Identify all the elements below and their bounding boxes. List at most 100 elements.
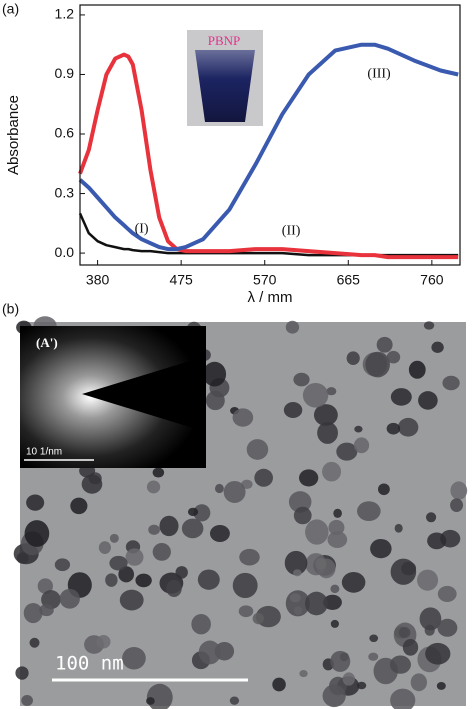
particle [39, 604, 54, 617]
particle [152, 542, 171, 561]
micrograph: (A') 10 1/nm 100 nm [13, 316, 468, 709]
annotation: (II) [282, 223, 301, 238]
plot-frame [79, 4, 461, 266]
particle [146, 697, 155, 705]
particle [342, 672, 355, 686]
particle [54, 558, 71, 572]
particle [252, 612, 264, 625]
particle [214, 483, 224, 494]
y-tick-label: 0.3 [55, 184, 75, 200]
particle [299, 669, 308, 678]
particle [203, 361, 227, 387]
particle [305, 519, 329, 545]
particle [397, 417, 419, 437]
particle [419, 607, 442, 631]
particle [223, 480, 246, 504]
particle [299, 469, 319, 487]
particle [15, 666, 29, 680]
particle [378, 483, 390, 496]
particle [293, 569, 302, 577]
particle [232, 572, 258, 599]
particle [370, 538, 392, 559]
particle [293, 372, 310, 387]
particle [109, 533, 119, 543]
particle [427, 532, 447, 550]
particle [386, 350, 401, 364]
particle [431, 341, 444, 353]
particle [336, 442, 358, 461]
particle [187, 507, 199, 517]
particle [322, 461, 342, 482]
particle [81, 474, 103, 494]
particle [386, 422, 401, 435]
inset-scale-label: 10 1/nm [26, 447, 62, 458]
particle [450, 481, 468, 500]
particle [246, 439, 269, 460]
particle [398, 626, 411, 638]
particle [341, 571, 366, 593]
x-tick-label: 760 [420, 272, 444, 288]
y-tick-label: 1.2 [55, 6, 75, 22]
particle [328, 519, 345, 536]
vial [195, 50, 255, 122]
particle [322, 684, 346, 708]
particle [122, 646, 146, 670]
particle [425, 642, 451, 665]
particle [354, 425, 363, 433]
particle [198, 640, 221, 665]
particle [159, 515, 179, 537]
series-line [78, 42, 459, 252]
scale-bar-label: 100 nm [55, 653, 124, 675]
particle [26, 494, 45, 511]
particle [284, 550, 308, 576]
particle [23, 602, 43, 624]
particle [389, 655, 411, 674]
particle [98, 541, 111, 555]
particle [313, 404, 338, 426]
particle [125, 548, 144, 566]
annotation: (I) [135, 221, 149, 236]
y-tick-label: 0.9 [55, 65, 75, 81]
particle [390, 558, 417, 585]
panel-label: (a) [2, 1, 19, 17]
particle [238, 605, 254, 618]
particle [330, 650, 351, 672]
particle [166, 579, 182, 597]
particle [436, 681, 446, 690]
particle [232, 408, 254, 427]
particle [293, 506, 312, 525]
x-tick-label: 380 [86, 272, 110, 288]
x-tick-label: 570 [253, 272, 277, 288]
particle [105, 573, 118, 587]
particle [353, 437, 370, 454]
particle [135, 573, 152, 588]
particle [205, 390, 225, 411]
particle [285, 320, 300, 334]
inset-label: (A') [36, 335, 58, 350]
particle [442, 375, 460, 391]
particle [21, 695, 33, 706]
particle [293, 606, 303, 616]
x-tick-label: 665 [337, 272, 361, 288]
particle [181, 518, 204, 539]
particle [410, 673, 428, 692]
particle [148, 524, 160, 535]
particle [315, 557, 327, 570]
particle [304, 591, 328, 616]
particle [394, 523, 403, 533]
particle [146, 480, 161, 494]
particle [59, 588, 80, 609]
x-tick-label: 475 [169, 272, 193, 288]
particle [288, 491, 312, 513]
particle [118, 566, 135, 583]
particle [327, 531, 348, 549]
particle [209, 525, 230, 542]
y-tick-label: 0.0 [55, 244, 75, 260]
particle [175, 566, 188, 579]
particle [425, 512, 437, 523]
annotation: (III) [367, 67, 391, 82]
particle [302, 382, 329, 408]
particle [119, 589, 144, 611]
particle [70, 497, 88, 515]
